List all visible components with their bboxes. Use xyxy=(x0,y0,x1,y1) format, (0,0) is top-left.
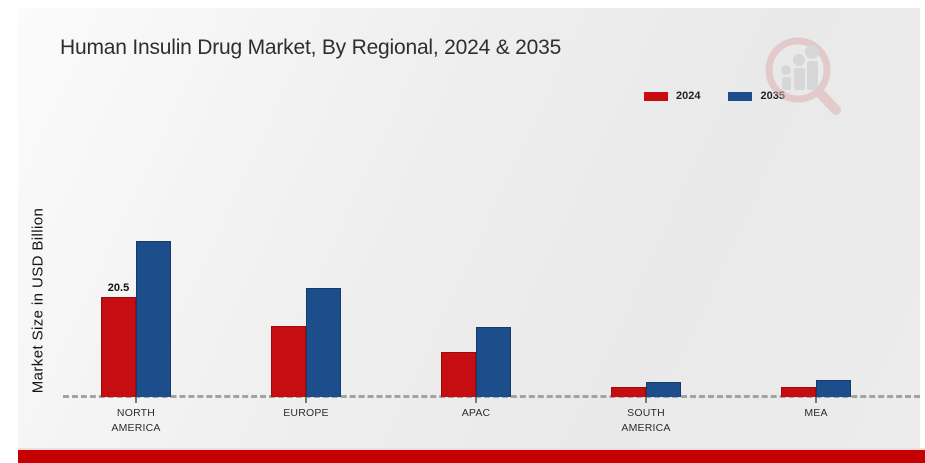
bar-2035-mea xyxy=(816,380,851,397)
legend-swatch-2024 xyxy=(644,91,668,101)
x-axis-tick xyxy=(645,397,647,403)
legend-swatch-2035 xyxy=(728,91,753,101)
legend-label-2024: 2024 xyxy=(676,90,701,102)
category-label-south-america: SOUTH AMERICA xyxy=(621,407,671,434)
plot-area: 20.5 NORTH AMERICA EUROPE APAC SOUTH AMERICA… xyxy=(18,8,920,448)
chart-title: Human Insulin Drug Market, By Regional, … xyxy=(60,36,562,59)
x-axis-tick xyxy=(135,397,137,403)
category-label-north-america: NORTH AMERICA xyxy=(111,407,161,434)
bar-2024-mea xyxy=(781,387,816,397)
bar-2024-europe xyxy=(271,326,306,397)
legend-item-2024: 2024 xyxy=(644,90,700,102)
bar-2024-north-america xyxy=(101,297,136,397)
category-label-mea: MEA xyxy=(804,407,828,419)
category-label-europe: EUROPE xyxy=(283,407,329,419)
magnifier-bar-chart-watermark-icon xyxy=(765,37,841,115)
footer-accent-bar xyxy=(18,450,925,463)
x-axis-tick xyxy=(305,397,307,403)
legend: 2024 2035 xyxy=(644,90,785,102)
chart-panel: Human Insulin Drug Market, By Regional, … xyxy=(18,8,920,448)
bar-2035-north-america xyxy=(136,241,171,397)
x-axis-tick xyxy=(475,397,477,403)
x-axis-tick xyxy=(815,397,817,403)
bar-2035-europe xyxy=(306,288,341,397)
footer-divider xyxy=(18,448,925,450)
bar-2024-south-america xyxy=(611,387,646,397)
bar-2035-apac xyxy=(476,327,511,397)
bar-2035-south-america xyxy=(646,382,681,397)
bar-value-label: 20.5 xyxy=(107,282,130,294)
bar-2024-apac xyxy=(441,352,476,397)
category-label-apac: APAC xyxy=(461,407,491,419)
